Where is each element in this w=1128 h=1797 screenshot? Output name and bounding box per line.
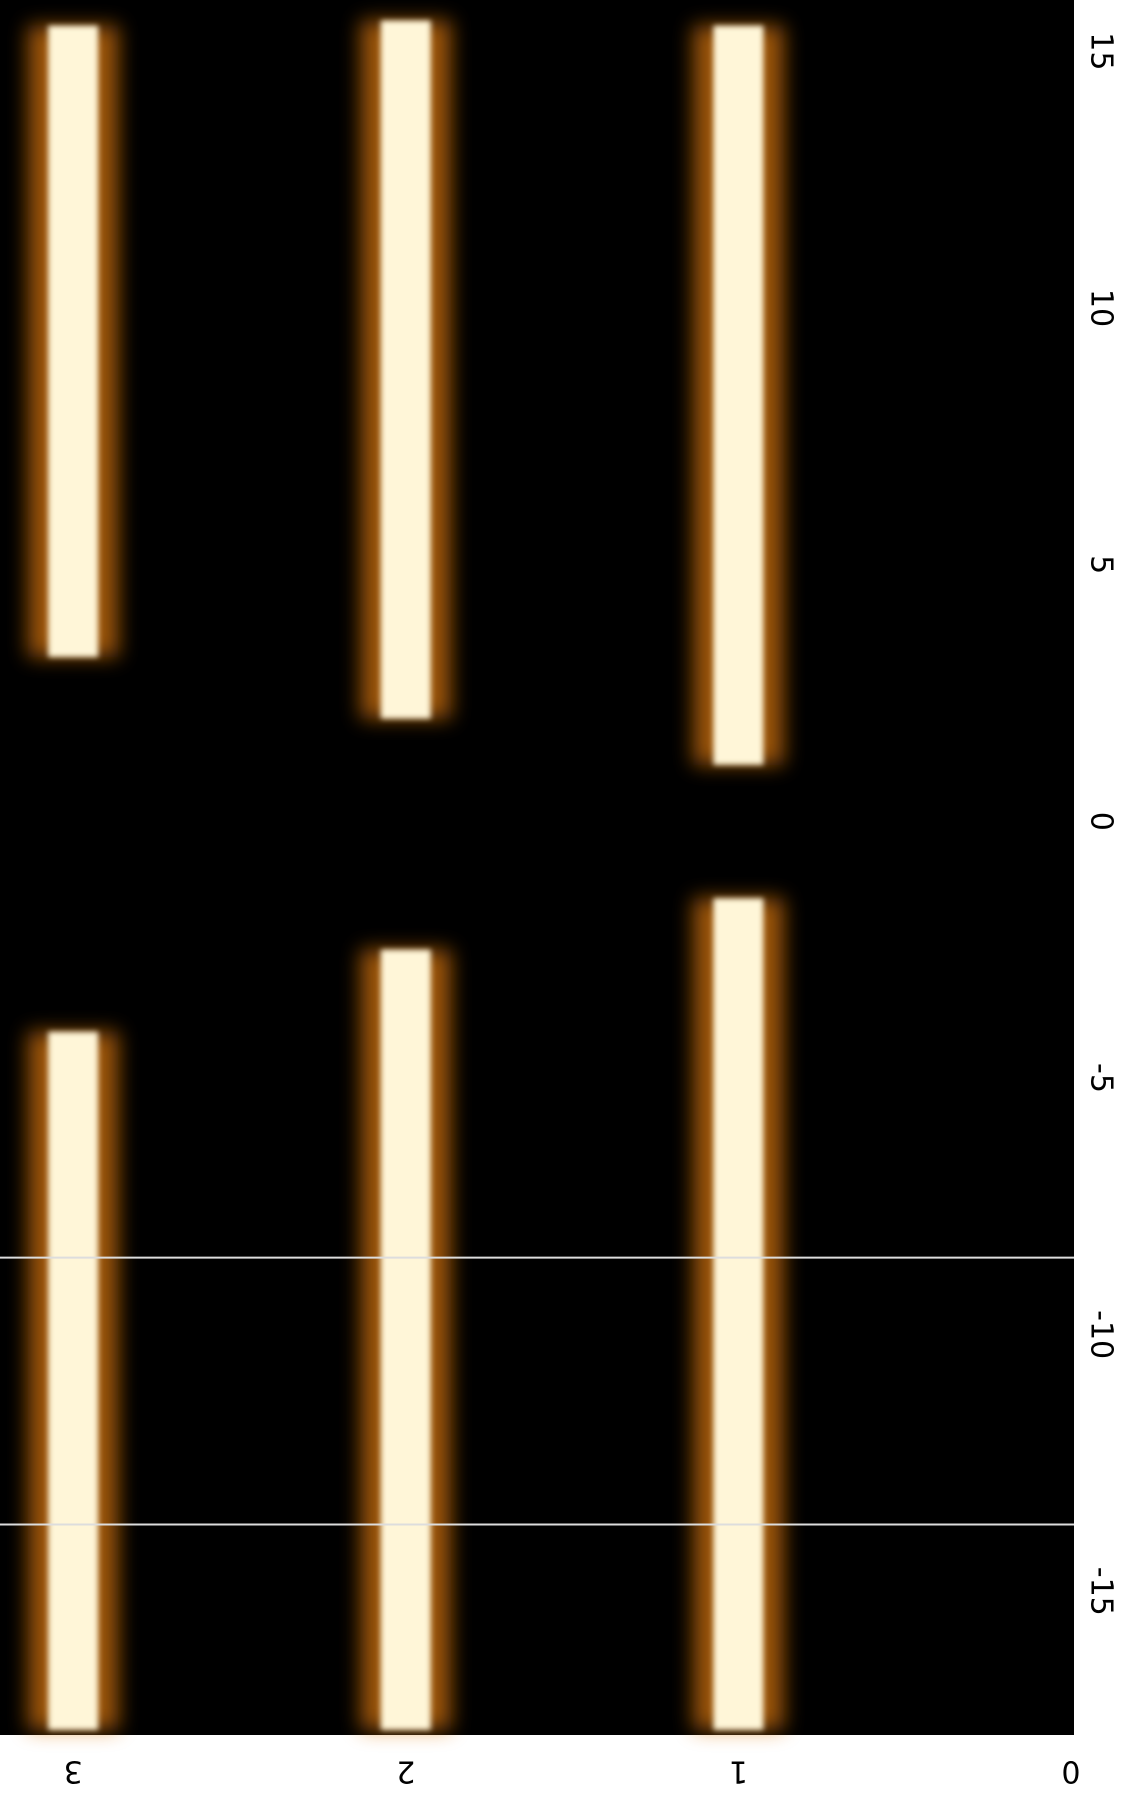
- x-tick-label: 10: [1084, 289, 1119, 327]
- x-tick-label: -5: [1084, 1063, 1119, 1093]
- x-tick-label: -15: [1084, 1567, 1119, 1616]
- streak: [380, 949, 431, 1730]
- x-tick-label: 5: [1084, 555, 1119, 574]
- x-tick-label: -10: [1084, 1310, 1119, 1359]
- y-tick-label: 0: [1061, 1754, 1080, 1789]
- y-tick-label: 3: [64, 1754, 83, 1789]
- streak: [713, 25, 764, 765]
- x-tick-label: 0: [1084, 812, 1119, 831]
- streak: [48, 25, 99, 658]
- streak: [48, 1031, 99, 1730]
- streak: [713, 898, 764, 1730]
- x-tick-label: 15: [1084, 32, 1119, 70]
- streak: [380, 20, 431, 719]
- plot-area: [0, 0, 1074, 1735]
- y-tick-label: 1: [729, 1754, 748, 1789]
- y-tick-label: 2: [396, 1754, 415, 1789]
